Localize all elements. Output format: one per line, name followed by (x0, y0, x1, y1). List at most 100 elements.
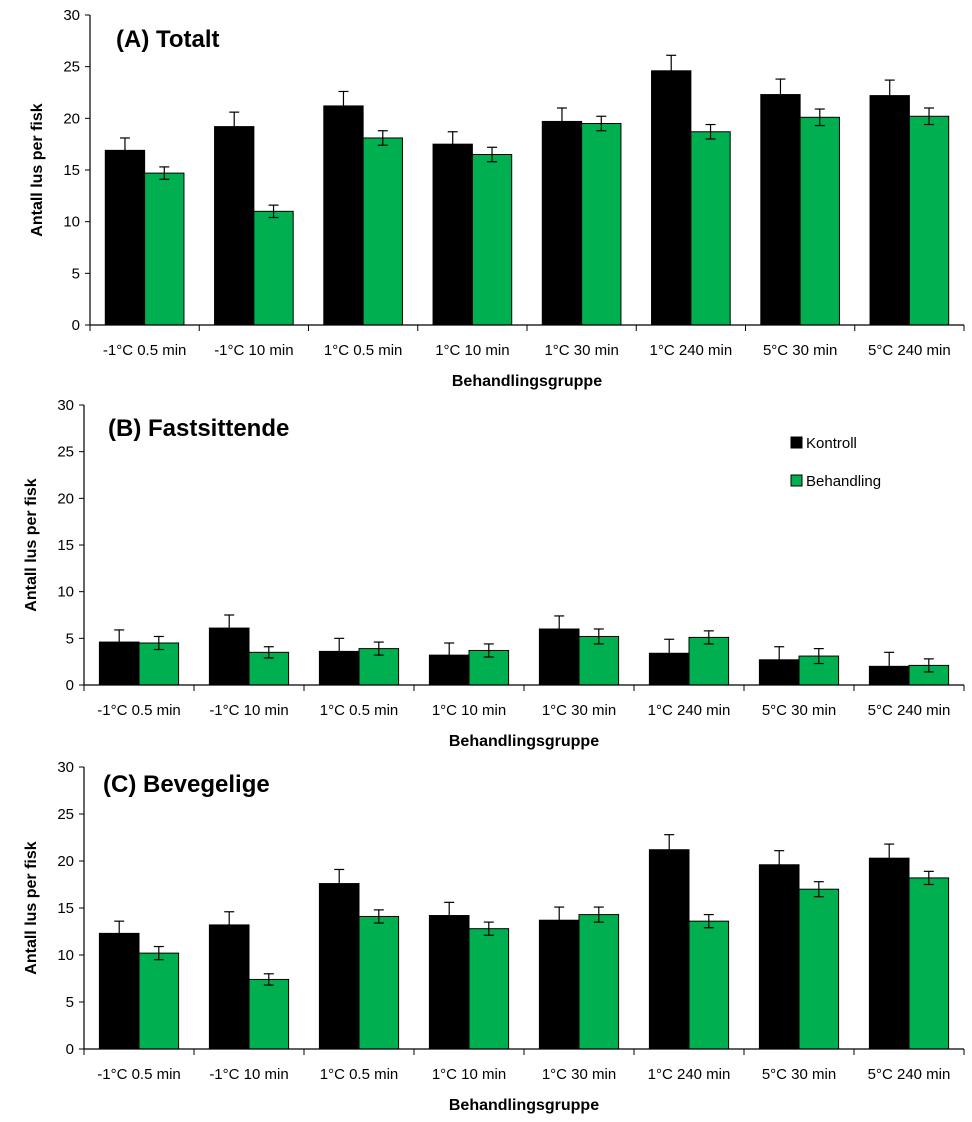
error-bar-behandling-4 (483, 921, 494, 936)
error-bar-behandling-7 (813, 647, 824, 665)
panel-title: (A) Totalt (116, 26, 220, 53)
bar-behandling-7 (798, 888, 840, 1050)
error-bar-kontroll-5 (554, 906, 565, 934)
x-tick-label: 1°C 10 min (435, 342, 509, 359)
x-tick-label: -1°C 10 min (214, 342, 293, 359)
bar-kontroll-7 (760, 94, 801, 326)
x-tick-label: 1°C 240 min (648, 1066, 731, 1083)
error-bar-kontroll-7 (774, 850, 785, 880)
bar-behandling-6 (688, 636, 730, 686)
y-tick-label: 30 (57, 397, 74, 414)
bar-kontroll-2 (208, 924, 250, 1050)
x-tick-label: 5°C 240 min (868, 342, 951, 359)
x-tick-label: 1°C 10 min (432, 702, 506, 719)
error-bar-behandling-1 (159, 166, 170, 180)
y-tick-label: 10 (57, 947, 74, 964)
bar-behandling-1 (138, 952, 180, 1050)
error-bar-kontroll-7 (774, 646, 785, 674)
y-tick-label: 15 (57, 900, 74, 917)
y-tick-label: 25 (63, 59, 80, 76)
error-bar-kontroll-3 (334, 637, 345, 666)
error-bar-behandling-7 (814, 108, 825, 127)
error-bar-behandling-6 (705, 123, 716, 140)
error-bar-kontroll-8 (884, 79, 895, 112)
bar-behandling-4 (471, 154, 513, 326)
bar-kontroll-5 (538, 919, 580, 1050)
error-bar-behandling-2 (263, 646, 274, 659)
bar-kontroll-4 (432, 143, 473, 326)
legend: Kontroll Behandling (790, 435, 881, 490)
error-bar-kontroll-8 (884, 843, 895, 873)
error-bar-behandling-1 (153, 945, 164, 961)
legend-label-kontroll: Kontroll (806, 435, 857, 452)
y-tick-label: 20 (63, 110, 80, 127)
bar-kontroll-6 (651, 70, 692, 326)
error-bar-kontroll-5 (554, 615, 565, 643)
error-bar-behandling-5 (596, 115, 607, 132)
y-axis-title: Antall lus per fisk (23, 478, 40, 611)
bar-behandling-8 (908, 877, 950, 1050)
x-axis-title: Behandlingsgruppe (452, 373, 602, 390)
error-bar-kontroll-4 (444, 901, 455, 930)
error-bar-kontroll-2 (229, 111, 240, 142)
error-bar-behandling-2 (268, 204, 279, 219)
error-bar-behandling-3 (373, 641, 384, 656)
bar-behandling-6 (688, 920, 730, 1050)
legend-swatch-kontroll (790, 436, 803, 449)
error-bar-behandling-4 (483, 643, 494, 658)
y-tick-label: 0 (66, 1041, 74, 1058)
y-tick-label: 30 (57, 759, 74, 776)
x-axis-title: Behandlingsgruppe (449, 1097, 599, 1114)
bar-kontroll-3 (318, 883, 360, 1050)
error-bar-behandling-2 (263, 973, 274, 986)
y-tick-label: 25 (57, 444, 74, 461)
x-tick-label: 5°C 30 min (762, 702, 836, 719)
x-tick-label: 1°C 0.5 min (324, 342, 403, 359)
bar-behandling-5 (578, 914, 620, 1050)
bar-kontroll-1 (104, 149, 146, 326)
y-tick-label: 0 (72, 317, 80, 334)
bar-kontroll-1 (98, 932, 140, 1050)
error-bar-behandling-6 (703, 630, 714, 645)
error-bar-kontroll-1 (114, 920, 125, 947)
bar-behandling-4 (468, 928, 510, 1050)
error-bar-behandling-4 (487, 146, 498, 163)
bar-behandling-1 (144, 172, 185, 326)
y-tick-label: 20 (57, 490, 74, 507)
error-bar-kontroll-1 (114, 629, 125, 655)
y-tick-label: 30 (63, 7, 80, 24)
error-bar-kontroll-6 (664, 834, 675, 866)
y-axis-title: Antall lus per fisk (29, 103, 46, 236)
y-tick-label: 5 (66, 630, 74, 647)
error-bar-behandling-3 (373, 909, 384, 924)
x-tick-label: 1°C 30 min (544, 342, 618, 359)
error-bar-behandling-8 (923, 658, 934, 673)
legend-swatch-behandling (790, 474, 803, 487)
bar-behandling-6 (690, 131, 731, 326)
error-bar-kontroll-2 (224, 614, 235, 642)
y-tick-label: 15 (63, 162, 80, 179)
bar-behandling-8 (908, 115, 950, 326)
error-bar-kontroll-7 (775, 78, 786, 111)
error-bar-kontroll-3 (334, 868, 345, 899)
y-tick-label: 20 (57, 853, 74, 870)
x-tick-label: 1°C 10 min (432, 1066, 506, 1083)
bar-behandling-2 (248, 978, 290, 1050)
error-bar-kontroll-1 (119, 137, 130, 164)
y-tick-label: 10 (57, 584, 74, 601)
error-bar-behandling-3 (377, 130, 388, 146)
chart-panel-2: 0 5 10 15 20 25 30 -1°C 0.5 min -1°C 10 min 1°C 0… (23, 397, 965, 750)
error-bar-kontroll-5 (556, 107, 567, 136)
x-tick-label: 1°C 0.5 min (320, 1066, 399, 1083)
error-bar-behandling-6 (703, 913, 714, 929)
bar-kontroll-2 (214, 126, 255, 326)
x-tick-label: -1°C 0.5 min (97, 1066, 181, 1083)
error-bar-kontroll-2 (224, 911, 235, 939)
x-tick-label: 5°C 30 min (763, 342, 837, 359)
bar-kontroll-4 (428, 915, 470, 1050)
error-bar-kontroll-4 (444, 642, 455, 668)
bar-behandling-2 (253, 210, 294, 326)
bar-kontroll-7 (758, 864, 800, 1050)
x-tick-label: -1°C 10 min (209, 702, 288, 719)
